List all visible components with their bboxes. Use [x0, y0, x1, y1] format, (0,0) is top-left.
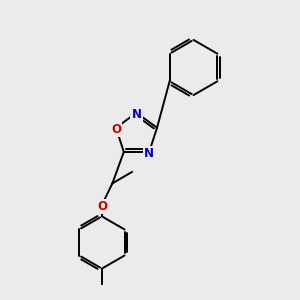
Text: O: O [97, 200, 107, 213]
Text: O: O [111, 123, 121, 136]
Text: N: N [144, 147, 154, 160]
Text: N: N [131, 108, 142, 121]
